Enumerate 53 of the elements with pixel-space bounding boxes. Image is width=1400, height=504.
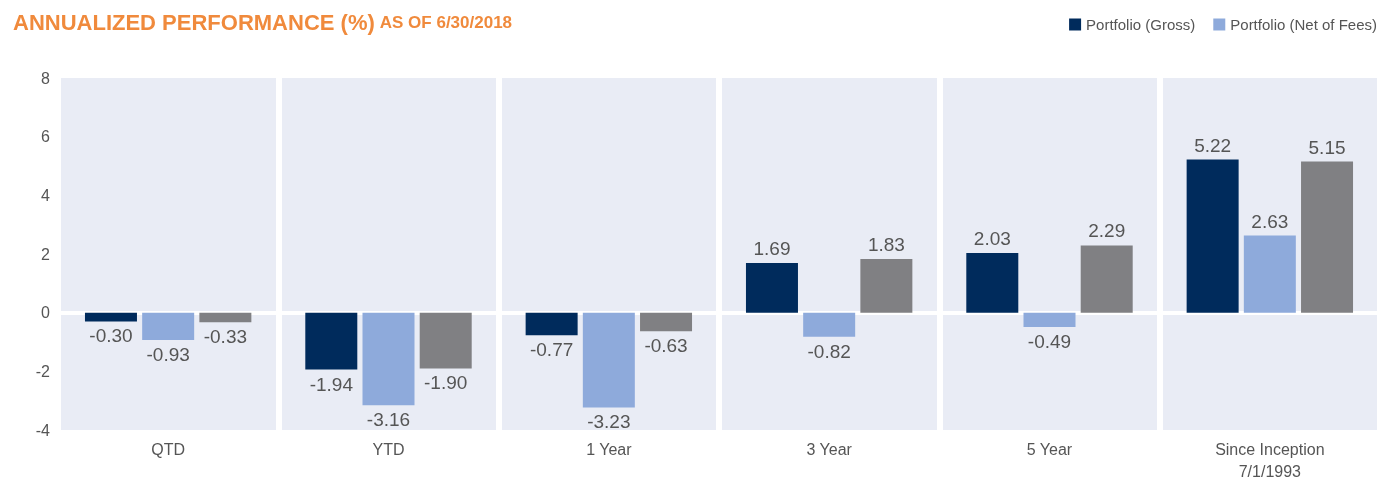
data-label: -0.93 <box>146 343 190 365</box>
y-tick-label: -4 <box>35 421 51 439</box>
x-tick-label: 1 Year <box>586 440 633 458</box>
y-tick-label: 0 <box>41 304 51 322</box>
data-label: -0.33 <box>203 326 248 348</box>
data-label: 2.29 <box>1088 220 1126 242</box>
data-label: -0.63 <box>644 335 688 357</box>
bar <box>860 258 913 313</box>
y-tick-label: 4 <box>41 186 51 204</box>
data-label: 2.03 <box>973 228 1011 250</box>
bar <box>142 312 195 340</box>
legend-label: Portfolio (Gross) <box>1086 16 1196 33</box>
legend-label: Portfolio (Net of Fees) <box>1230 16 1377 33</box>
data-label: 1.83 <box>867 233 905 255</box>
bar <box>362 312 415 406</box>
bar <box>582 312 635 408</box>
data-label: -3.23 <box>587 411 631 433</box>
data-label: 5.15 <box>1308 136 1346 158</box>
data-label: -0.77 <box>529 339 574 361</box>
y-tick-label: 2 <box>41 245 51 263</box>
data-label: -0.82 <box>807 340 851 362</box>
bar <box>305 312 358 370</box>
bar <box>1301 161 1354 313</box>
bar <box>1186 159 1239 313</box>
bar <box>803 312 856 337</box>
data-label: 5.22 <box>1194 134 1232 156</box>
y-tick-label: -2 <box>35 362 51 380</box>
chart-subtitle: AS OF 6/30/2018 <box>379 12 513 32</box>
bar <box>419 312 472 369</box>
x-tick-label: 5 Year <box>1026 440 1073 458</box>
data-label: -0.49 <box>1027 331 1072 353</box>
data-label: -3.16 <box>366 409 411 431</box>
x-tick-label: 3 Year <box>806 440 853 458</box>
data-label: 2.63 <box>1251 210 1289 232</box>
bar <box>84 312 137 322</box>
y-tick-label: 8 <box>41 69 51 87</box>
bar <box>1243 235 1296 313</box>
data-label: 1.69 <box>753 238 791 260</box>
bar <box>640 312 693 332</box>
data-label: -1.90 <box>424 372 468 394</box>
bar <box>525 312 578 336</box>
x-tick-label: YTD <box>372 440 405 458</box>
data-label: -1.94 <box>309 373 354 395</box>
bar <box>199 312 252 323</box>
chart-title: ANNUALIZED PERFORMANCE (%) <box>13 9 375 35</box>
y-tick-label: 6 <box>41 128 51 146</box>
x-tick-label: QTD <box>151 440 186 458</box>
data-label: -0.30 <box>89 325 133 347</box>
bar <box>966 253 1019 313</box>
bar <box>1080 245 1133 313</box>
x-tick-label: Since Inception 7/1/1993 <box>1215 440 1325 480</box>
bar <box>745 263 798 313</box>
bar <box>1023 312 1076 328</box>
